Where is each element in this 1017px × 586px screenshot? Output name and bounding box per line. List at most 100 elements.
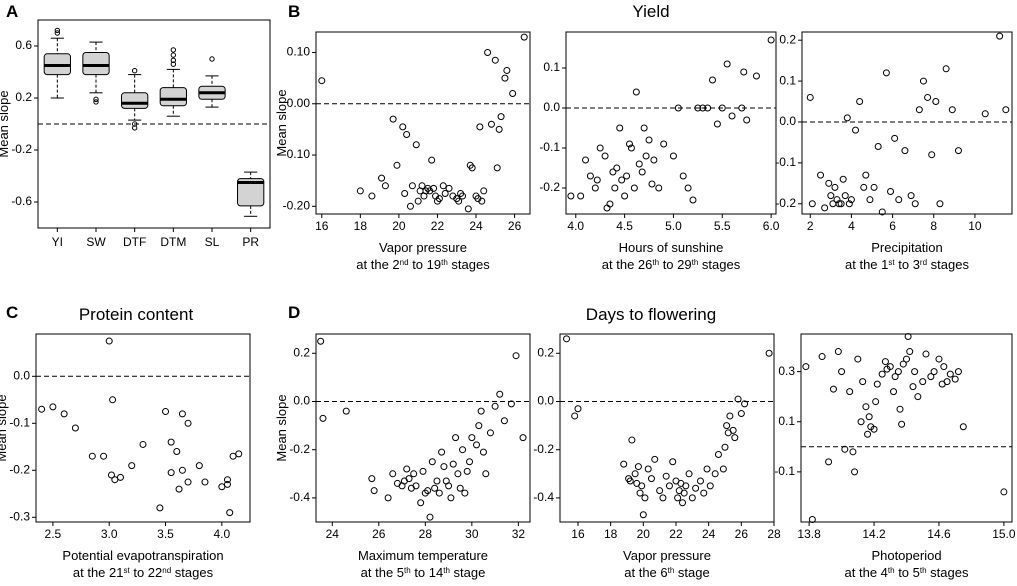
x-axis-label-part: to 22: [130, 565, 163, 580]
x-axis-label-part: stages: [927, 565, 969, 580]
x-tick-label: 16: [315, 219, 329, 233]
data-point: [435, 489, 443, 497]
chart-d-maximum-temperature: -0.4 -0.2 0.0 0.2 24 26 28 30 32 Mean slope Maximu…: [274, 333, 531, 580]
data-point: [859, 378, 867, 386]
data-point: [609, 168, 617, 176]
x-axis-label-part: to 19: [409, 257, 442, 272]
data-point: [479, 448, 487, 456]
plot-frame: [801, 31, 1013, 215]
data-point: [49, 403, 57, 411]
data-point: [393, 161, 401, 169]
chart-b-vapor-pressure: -0.20 -0.10 0.00 0.10 16 18 20 22 24 26 Mean slope…: [274, 31, 531, 272]
data-point: [433, 477, 441, 485]
data-point: [996, 32, 1004, 40]
data-point: [665, 482, 673, 490]
data-point: [403, 465, 411, 473]
data-point: [632, 88, 640, 96]
data-point: [827, 192, 835, 200]
data-point: [699, 104, 707, 112]
data-point: [223, 476, 231, 484]
x-axis-label-part: to 14: [411, 565, 444, 580]
x-tick-label: YI: [52, 235, 63, 249]
data-point: [318, 77, 326, 85]
y-tick-label: -0.2: [289, 442, 310, 456]
data-point: [841, 192, 849, 200]
panel-label-c: C: [6, 303, 18, 322]
data-point: [932, 98, 940, 106]
data-point: [419, 467, 427, 475]
data-point: [438, 448, 446, 456]
x-tick-label: 4.0: [567, 219, 584, 233]
data-point: [862, 171, 870, 179]
x-axis-label-part: to 3: [895, 257, 920, 272]
data-point: [928, 151, 936, 159]
x-tick-label: 4.5: [616, 219, 633, 233]
data-point: [914, 393, 922, 401]
data-point: [356, 187, 364, 195]
panel-label-d: D: [288, 303, 300, 322]
data-point: [636, 489, 644, 497]
data-point: [563, 335, 571, 343]
data-point: [631, 470, 639, 478]
data-point: [38, 405, 46, 413]
data-point: [223, 480, 231, 488]
x-tick-label: 4: [848, 219, 855, 233]
x-axis-label: Vapor pressure: [623, 548, 711, 563]
data-point: [317, 337, 325, 345]
data-point: [623, 172, 631, 180]
data-point: [480, 187, 488, 195]
data-point: [100, 452, 108, 460]
x-axis-label-superscript: nd: [162, 566, 171, 575]
data-point: [948, 106, 956, 114]
box-outlier: [170, 57, 177, 63]
data-point: [162, 408, 170, 416]
data-point: [656, 487, 664, 495]
data-point: [620, 460, 628, 468]
data-point: [441, 189, 449, 197]
data-point: [201, 478, 209, 486]
data-point: [911, 200, 919, 208]
data-point: [601, 152, 609, 160]
x-axis-label-superscript: th: [652, 258, 659, 267]
x-axis-label-superscript: rd: [920, 258, 927, 267]
data-point: [634, 463, 642, 471]
data-point: [723, 60, 731, 68]
data-point: [891, 373, 899, 381]
data-point: [586, 172, 594, 180]
data-point: [167, 438, 175, 446]
y-tick-label: 0.10: [287, 45, 311, 59]
y-tick-label: 0.6: [15, 38, 32, 52]
data-point: [640, 124, 648, 132]
data-point: [574, 405, 582, 413]
data-point: [378, 174, 386, 182]
x-axis-label: Hours of sunshine: [619, 240, 724, 255]
data-point: [184, 478, 192, 486]
x-axis-label-part: at the 5: [361, 565, 404, 580]
data-point: [802, 363, 810, 371]
box-outlier: [93, 99, 99, 105]
data-point: [903, 355, 910, 363]
x-tick-label: 32: [512, 527, 526, 541]
data-point: [688, 494, 696, 502]
box-outlier: [54, 27, 61, 34]
data-point: [703, 465, 711, 473]
x-axis-label-stage: at the 4th to 5th stages: [845, 565, 969, 580]
y-tick-label: 0.1: [543, 60, 560, 74]
data-point: [660, 140, 668, 148]
x-axis-label-part: at the 4: [845, 565, 888, 580]
x-tick-label: SL: [205, 235, 220, 249]
box-outlier: [131, 125, 138, 131]
x-axis-label-part: at the 26: [602, 257, 653, 272]
box-outlier: [209, 56, 215, 62]
x-tick-label: 28: [767, 527, 781, 541]
data-point: [520, 33, 528, 41]
data-point: [128, 462, 136, 470]
data-point: [719, 465, 727, 473]
data-point: [930, 368, 938, 376]
data-point: [856, 98, 864, 106]
data-point: [882, 69, 890, 77]
data-point: [845, 200, 853, 208]
x-tick-label: 20: [637, 527, 651, 541]
data-point: [951, 375, 959, 383]
data-point: [959, 423, 967, 431]
